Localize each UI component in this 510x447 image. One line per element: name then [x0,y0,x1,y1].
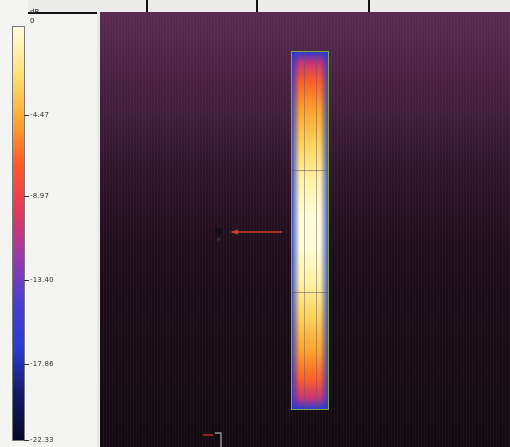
scale-tick-mark [24,115,29,116]
scale-tick-mark [24,440,29,441]
scale-tick-label: -22.33 [30,436,54,444]
scale-tick-label: -13.40 [30,276,54,284]
scale-unit-label: dB [30,8,40,16]
scale-top-label: 0 [30,17,35,25]
array-grid-line [292,170,328,171]
array-grid-line [316,52,317,409]
scale-tick-mark [24,280,29,281]
plot-frame-edge [97,12,100,447]
array-grid-line [304,52,305,409]
scale-tick-mark [24,364,29,365]
pointer-arrow-icon [230,229,282,235]
top-bar-divider [256,0,258,12]
scale-tick-label: -17.86 [30,360,54,368]
source-point-marker[interactable] [215,228,222,235]
array-grid-line [292,292,328,293]
origin-marker-icon [203,432,222,447]
array-element[interactable] [291,51,329,410]
color-scale-bar [12,26,25,441]
scale-tick-label: -8.97 [30,192,50,200]
scale-tick-label: -4.47 [30,111,50,119]
top-bar-divider [368,0,370,12]
top-bar-divider [146,0,148,12]
scale-tick-mark [24,196,29,197]
sound-field-plot[interactable] [100,12,510,447]
reference-point-marker [217,238,220,241]
